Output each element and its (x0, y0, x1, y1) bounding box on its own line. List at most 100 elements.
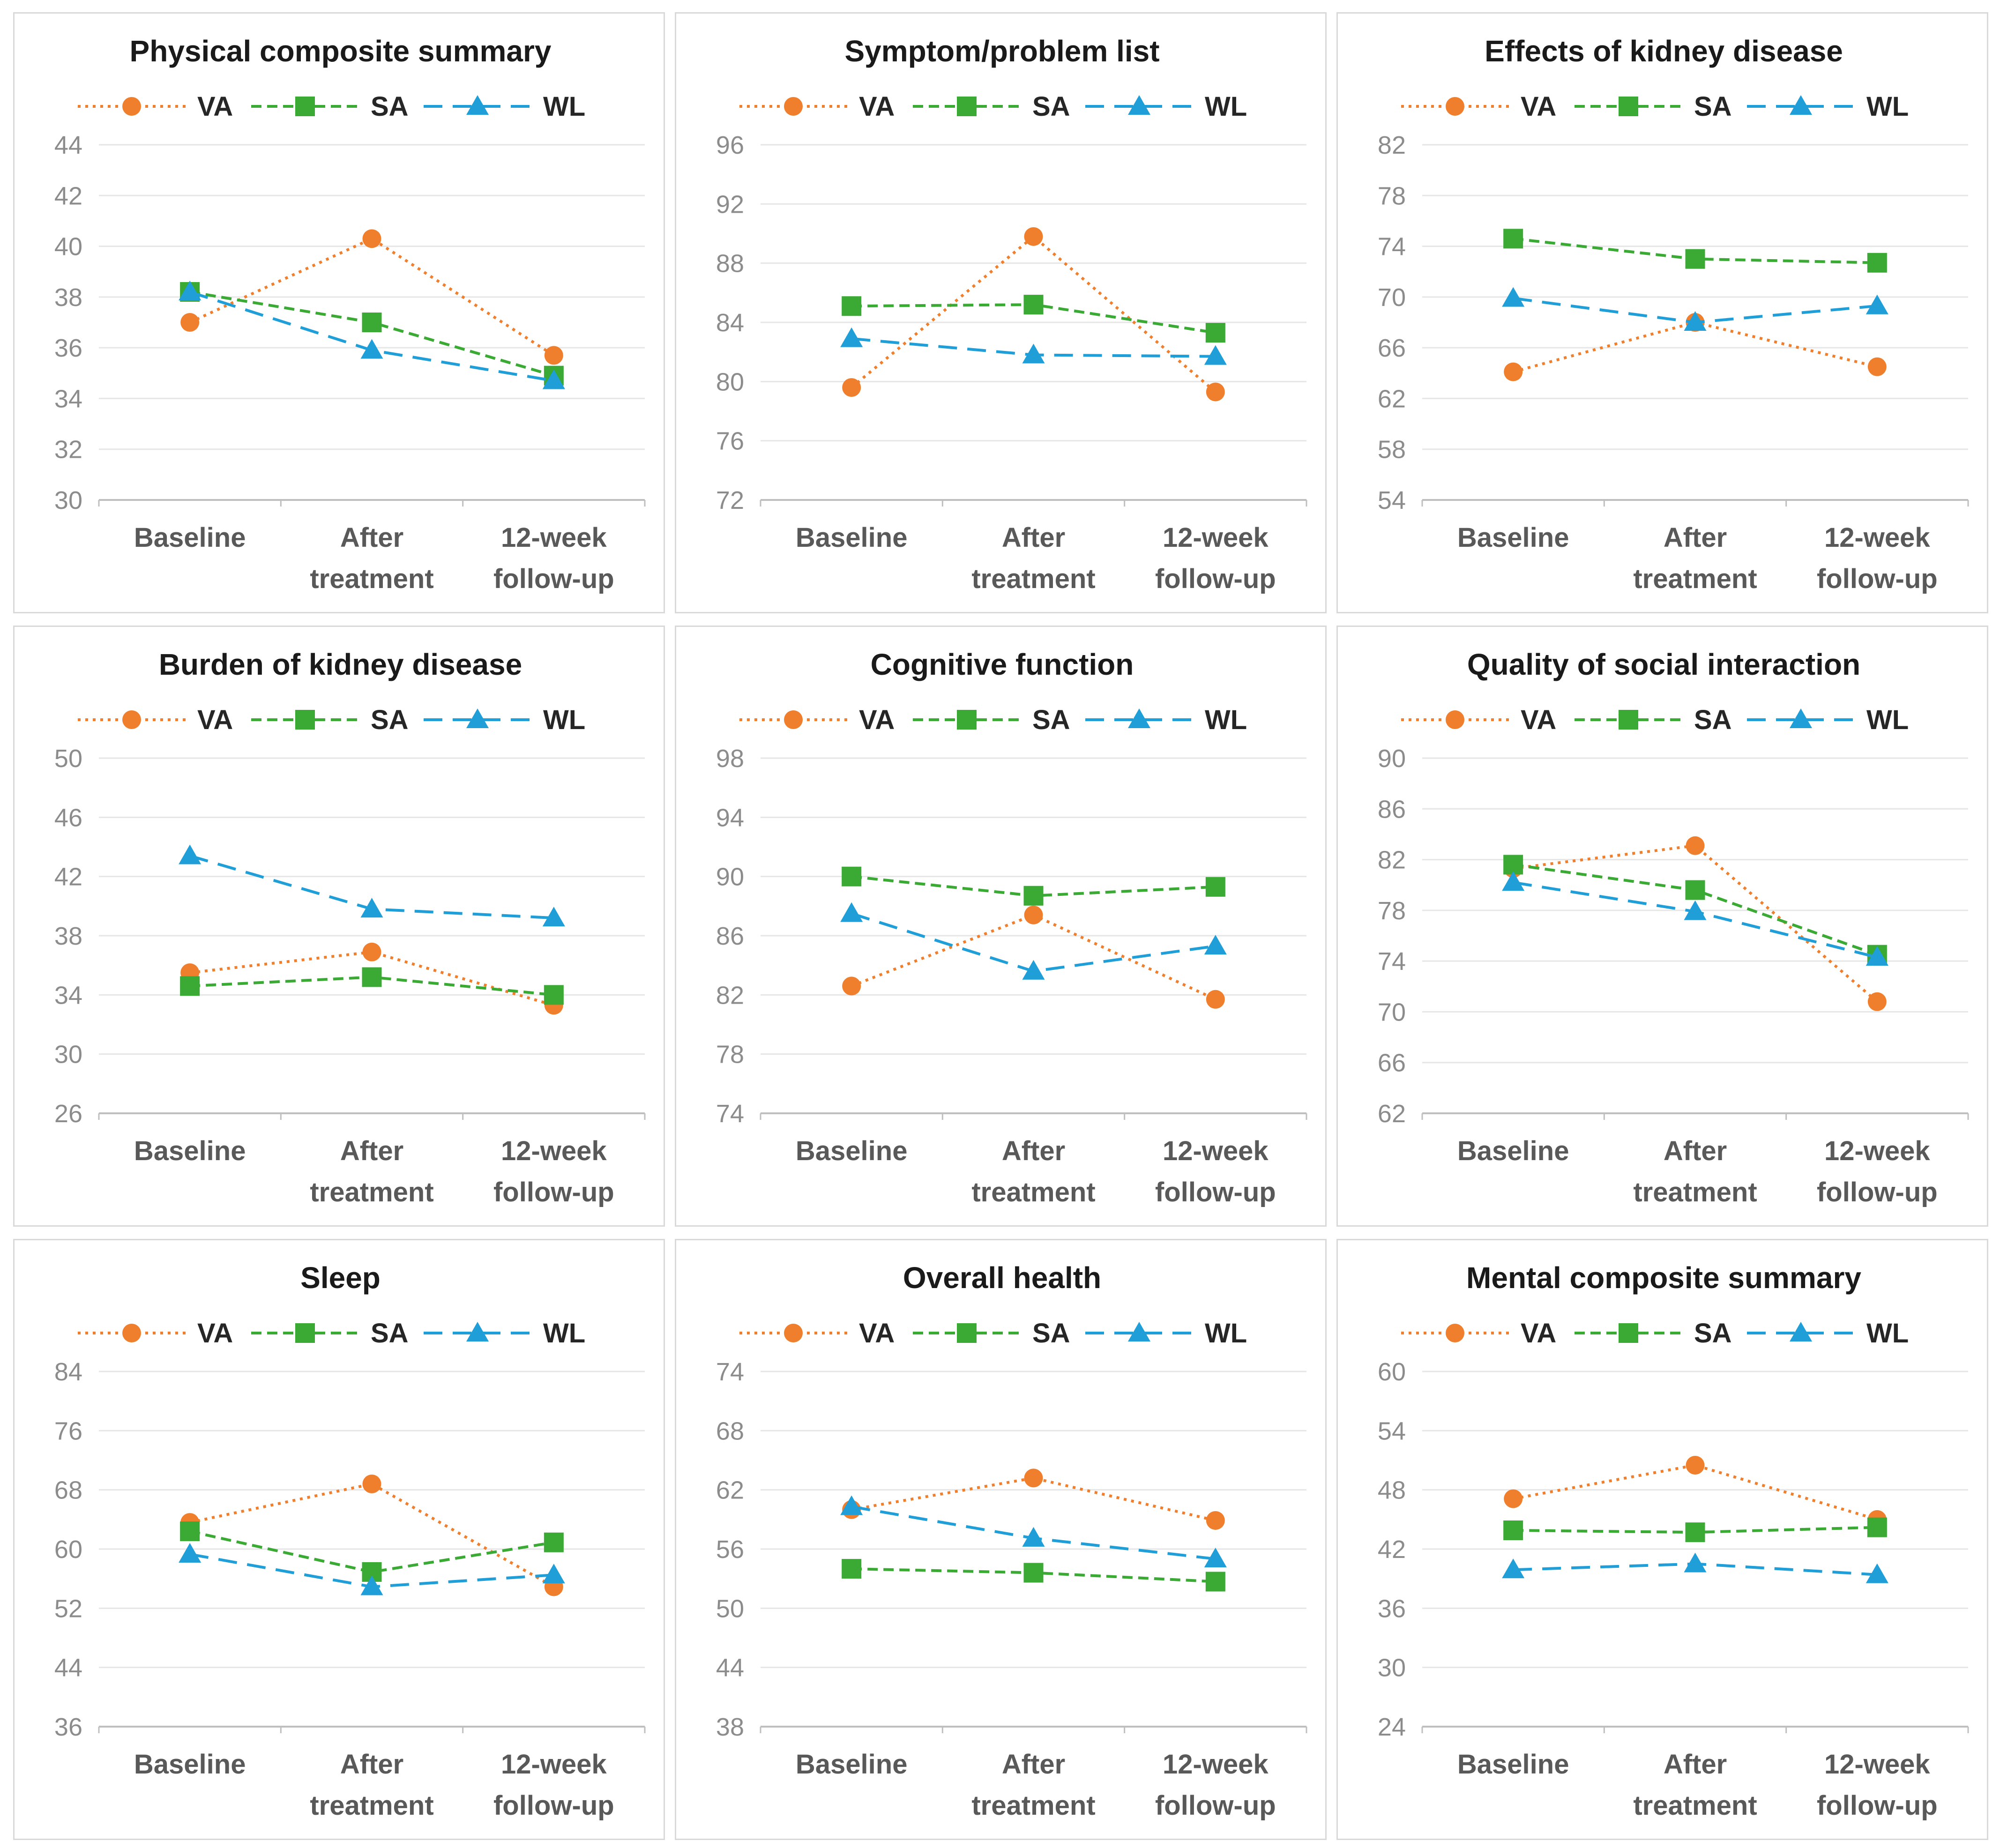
data-point-sa (1205, 877, 1225, 897)
legend: VA SA WL (739, 1318, 1247, 1349)
data-point-wl (1684, 311, 1707, 331)
legend-marker-sa (295, 1323, 315, 1343)
data-point-wl (1866, 1563, 1888, 1583)
x-tick-label: treatment (971, 564, 1095, 594)
legend-marker-va (1446, 710, 1464, 729)
chart-title: Symptom/problem list (844, 34, 1159, 68)
data-point-sa (1023, 886, 1044, 906)
data-point-sa (1685, 249, 1705, 269)
y-tick-label: 30 (54, 1041, 82, 1069)
data-point-wl (179, 844, 201, 864)
legend-marker-sa (957, 710, 977, 730)
x-tick-label: 12-week (1824, 1136, 1930, 1166)
legend-marker-wl (466, 1322, 489, 1341)
x-tick-label: After (1002, 522, 1065, 553)
y-tick-label: 30 (1378, 1654, 1406, 1682)
y-tick-label: 34 (54, 385, 82, 413)
y-tick-label: 62 (1378, 385, 1406, 413)
y-tick-label: 50 (716, 1595, 744, 1623)
x-tick-label: 12-week (501, 1136, 607, 1166)
legend: VA SA WL (78, 705, 585, 735)
x-tick-label: treatment (1633, 564, 1757, 594)
data-point-wl (360, 898, 383, 918)
legend-label-wl: WL (1205, 705, 1247, 735)
data-point-wl (360, 339, 383, 359)
series-line-sa (189, 1530, 554, 1574)
chart-title: Mental composite summary (1466, 1261, 1861, 1295)
legend-label-wl: WL (1866, 1318, 1909, 1349)
y-tick-label: 78 (1378, 897, 1406, 925)
x-tick-label: follow-up (1817, 564, 1938, 594)
legend-marker-sa (1619, 97, 1638, 116)
legend-marker-wl (466, 708, 489, 728)
legend: VA SA WL (739, 91, 1247, 122)
x-tick-label: treatment (1633, 1790, 1757, 1821)
legend-label-va: VA (1521, 1318, 1556, 1349)
legend-label-va: VA (859, 1318, 895, 1349)
x-tick-label: After (1002, 1136, 1065, 1166)
y-tick-label: 62 (1378, 1100, 1406, 1128)
legend: VA SA WL (78, 91, 585, 122)
data-point-wl (840, 902, 863, 922)
chart-panel: Overall health VA SA WL 38 44 50 56 62 68 74 Baseli… (675, 1239, 1327, 1840)
data-point-va (180, 313, 200, 332)
legend-marker-va (1446, 1324, 1464, 1342)
series-line-va (189, 950, 554, 1007)
legend-marker-sa (1619, 1323, 1638, 1343)
y-tick-label: 72 (716, 486, 744, 514)
x-tick-label: treatment (310, 1790, 433, 1821)
y-tick-label: 42 (54, 863, 82, 891)
x-tick-label: follow-up (1155, 564, 1276, 594)
chart-title: Physical composite summary (130, 34, 552, 68)
legend-label-va: VA (197, 91, 233, 122)
chart-panel: Burden of kidney disease VA SA WL 26 30 34 38 42… (13, 626, 665, 1227)
y-tick-label: 54 (1378, 486, 1406, 514)
data-point-sa (1867, 253, 1887, 273)
data-point-sa (1023, 1563, 1044, 1583)
x-tick-label: 12-week (1824, 522, 1930, 553)
data-point-wl (179, 281, 201, 301)
legend-label-sa: SA (1694, 705, 1732, 735)
x-tick-label: 12-week (1163, 522, 1269, 553)
legend-marker-va (122, 710, 141, 729)
y-tick-label: 42 (54, 182, 82, 210)
x-tick-label: Baseline (134, 522, 246, 553)
data-point-sa (842, 866, 862, 887)
x-tick-label: After (340, 1749, 403, 1780)
data-point-wl (1684, 900, 1707, 920)
x-tick-label: Baseline (1457, 1136, 1569, 1166)
y-tick-label: 90 (716, 863, 744, 891)
x-tick-label: treatment (310, 1177, 433, 1207)
data-point-va (1504, 1489, 1523, 1508)
y-tick-label: 38 (54, 283, 82, 312)
y-tick-label: 90 (1378, 745, 1406, 773)
data-point-sa (362, 313, 382, 332)
data-point-sa (544, 985, 564, 1005)
legend-marker-va (784, 1324, 803, 1342)
data-point-wl (360, 1575, 383, 1595)
data-point-va (1024, 227, 1043, 246)
legend-marker-va (122, 1324, 141, 1342)
y-tick-label: 84 (54, 1358, 82, 1386)
data-point-wl (1866, 294, 1888, 314)
x-tick-label: After (1664, 522, 1727, 553)
x-tick-label: follow-up (1155, 1790, 1276, 1821)
x-tick-label: Baseline (134, 1136, 246, 1166)
series-line-sa (189, 291, 554, 377)
y-tick-label: 74 (716, 1358, 744, 1386)
legend-label-wl: WL (1205, 91, 1247, 122)
y-tick-label: 66 (1378, 334, 1406, 362)
legend-label-va: VA (859, 705, 895, 735)
y-tick-label: 60 (54, 1535, 82, 1564)
data-point-wl (1502, 1558, 1525, 1579)
legend-label-wl: WL (543, 1318, 585, 1349)
y-tick-label: 74 (1378, 233, 1406, 261)
chart-svg: Mental composite summary VA SA WL 24 30 36 42 48… (1378, 1261, 1969, 1821)
legend-marker-va (784, 710, 803, 729)
chart-svg: Symptom/problem list VA SA WL 72 76 80 84 88 92 96… (716, 34, 1307, 594)
data-point-sa (544, 1532, 564, 1552)
y-tick-label: 74 (716, 1100, 744, 1128)
legend-marker-va (784, 97, 803, 116)
y-tick-label: 26 (54, 1100, 82, 1128)
